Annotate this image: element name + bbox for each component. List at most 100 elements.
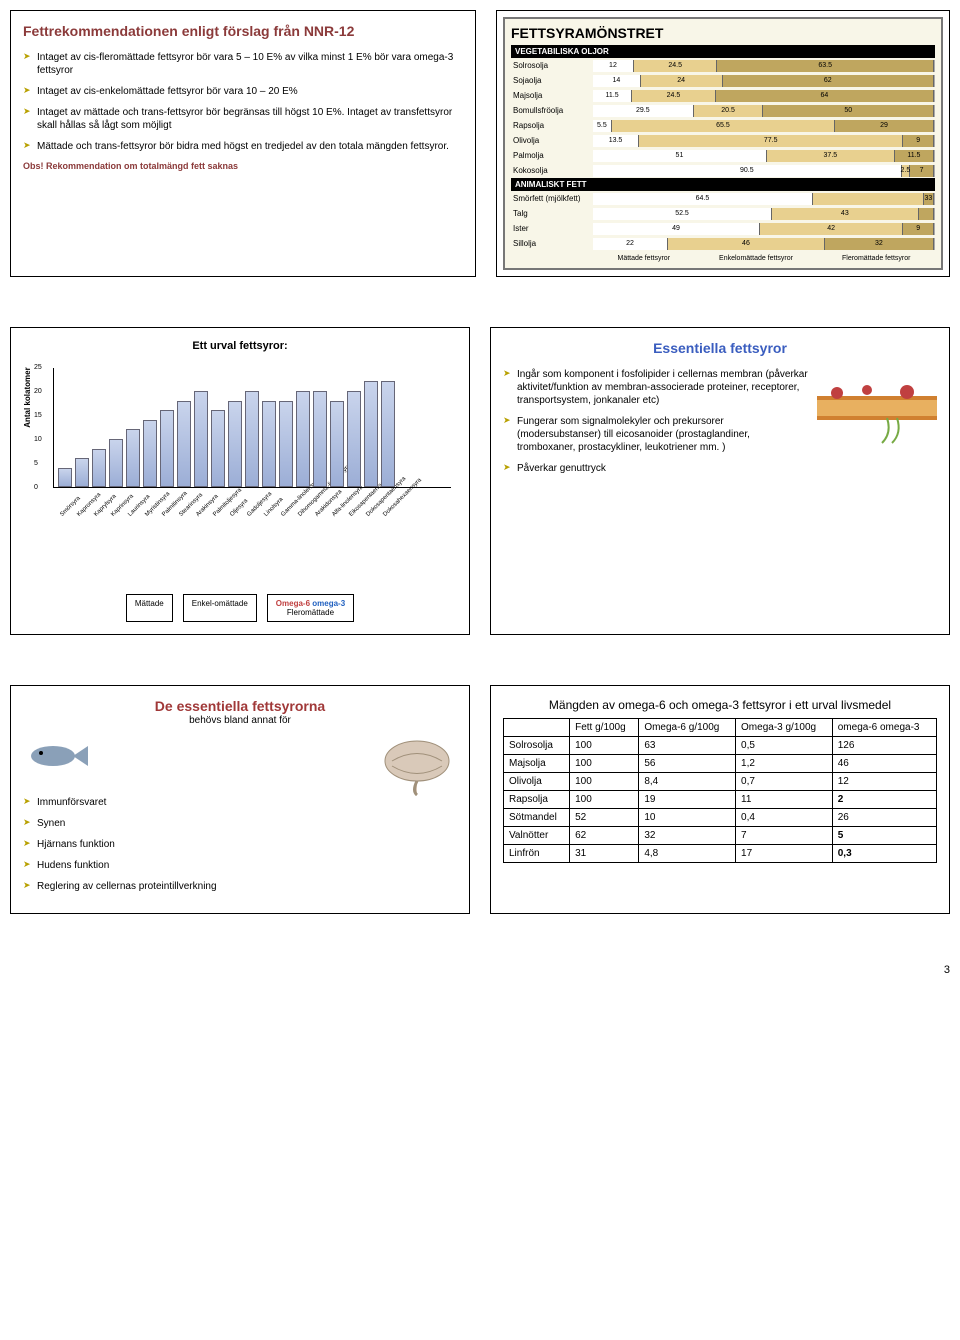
chart-legend: Mättade fettsyror Enkelomättade fettsyro… xyxy=(511,255,935,262)
bar-label: Smörfett (mjölkfett) xyxy=(511,194,593,203)
y-axis-label: Antal kolatomer xyxy=(23,367,32,427)
bar-segment: 46 xyxy=(668,238,825,250)
table-cell: 0,3 xyxy=(832,845,936,863)
list-item: Påverkar genuttryck xyxy=(503,462,937,475)
bar-segment: 64 xyxy=(716,90,934,102)
bar-row: Sillolja224632 xyxy=(511,236,935,251)
table-cell: 31 xyxy=(570,845,639,863)
page-number: 3 xyxy=(10,964,950,976)
bar-row: Ister49429 xyxy=(511,221,935,236)
table-cell: 2 xyxy=(832,791,936,809)
bar: Dihomogamma-linolensyra xyxy=(296,391,310,487)
legend-poly: Fleromättade fettsyror xyxy=(842,255,910,262)
list-item: Intaget av mättade och trans-fettsyror b… xyxy=(23,106,463,132)
bar-segment: 9 xyxy=(903,223,934,235)
table-cell: 0,4 xyxy=(736,809,833,827)
bar-segment: 52.5 xyxy=(593,208,772,220)
bar-segment: 20.5 xyxy=(694,105,764,117)
bar: Palmitoljesyra xyxy=(211,410,225,487)
bar-track: 49429 xyxy=(593,223,935,235)
table-cell: Rapsolja xyxy=(504,791,570,809)
panel1-title: Fettrekommendationen enligt förslag från… xyxy=(23,23,463,39)
bar-segment: 64.5 xyxy=(593,193,813,205)
list-item: Synen xyxy=(23,817,457,830)
bar-track: 11.524.564 xyxy=(593,90,935,102)
bar-segment: 9 xyxy=(903,135,934,147)
bar: Dokosahexaensyra xyxy=(381,381,395,487)
panel1-list: Intaget av cis-fleromättade fettsyror bö… xyxy=(23,51,463,153)
bar-segment: 13.5 xyxy=(593,135,639,147)
list-item: Hudens funktion xyxy=(23,859,457,872)
bar: Kaprylsyra xyxy=(92,449,106,487)
bar: Dokosapentaensyra xyxy=(364,381,378,487)
bar-segment: 63.5 xyxy=(717,60,934,72)
bar-segment: 77.5 xyxy=(639,135,903,147)
bar-segment: 2.5 xyxy=(902,165,911,177)
bar-track: 5137.511.5 xyxy=(593,150,935,162)
bar-segment: 12 xyxy=(593,60,634,72)
bar-track: 1224.563.5 xyxy=(593,60,935,72)
bar-segment: 14 xyxy=(593,75,641,87)
table-header: Omega-6 g/100g xyxy=(639,719,736,737)
table-row: Majsolja100561,246 xyxy=(504,755,937,773)
barchart-title: Ett urval fettsyror: xyxy=(23,340,457,352)
omega3-label: omega-3 xyxy=(312,599,345,608)
bar-row: Kokosolja90.52.57 xyxy=(511,163,935,178)
bar-row: Rapsolja5.565.529 xyxy=(511,118,935,133)
bar-label: Olivolja xyxy=(511,136,593,145)
bar: Eikosapentaensyra xyxy=(347,391,361,487)
bar-row: Talg52.543 xyxy=(511,206,935,221)
bar-label: Solrosolja xyxy=(511,61,593,70)
bar: Stearinsyra xyxy=(177,401,191,487)
bar-segment: 11.5 xyxy=(593,90,632,102)
table-row: Solrosolja100630,5126 xyxy=(504,737,937,755)
bar-segment: 32 xyxy=(825,238,934,250)
stacked-chart: FETTSYRAMÖNSTRET VEGETABILISKA OLJOR Sol… xyxy=(503,17,943,270)
essential-panel: Essentiella fettsyror Ingår som komponen… xyxy=(490,327,950,635)
bar: Arakinsyra xyxy=(194,391,208,487)
bar-label: Rapsolja xyxy=(511,121,593,130)
cat-poly: Omega-6 omega-3 Fleromättade xyxy=(267,594,354,622)
bar-segment: 90.5 xyxy=(593,165,902,177)
table-cell: 100 xyxy=(570,791,639,809)
bar: Laurinsyra xyxy=(126,429,140,487)
bar-row: Palmolja5137.511.5 xyxy=(511,148,935,163)
table-cell: Solrosolja xyxy=(504,737,570,755)
table-cell: 56 xyxy=(639,755,736,773)
table-cell: Majsolja xyxy=(504,755,570,773)
table-row: Linfrön314,8170,3 xyxy=(504,845,937,863)
bar-segment: 50 xyxy=(763,105,934,117)
table-cell: 100 xyxy=(570,773,639,791)
stacked-chart-panel: FETTSYRAMÖNSTRET VEGETABILISKA OLJOR Sol… xyxy=(496,10,950,277)
panel5-title: De essentiella fettsyrorna xyxy=(155,698,325,714)
table-header: Fett g/100g xyxy=(570,719,639,737)
bar-segment: 29.5 xyxy=(593,105,694,117)
bar-segment: 33 xyxy=(924,193,934,205)
table-header: omega-6 omega-3 xyxy=(832,719,936,737)
bar: Alfa-linolensyra xyxy=(330,401,344,487)
bar-segment: 7 xyxy=(910,165,934,177)
table-header xyxy=(504,719,570,737)
table-cell: Sötmandel xyxy=(504,809,570,827)
table-cell: 5 xyxy=(832,827,936,845)
bar-row: Majsolja11.524.564 xyxy=(511,88,935,103)
bar-segment: 24 xyxy=(641,75,723,87)
barchart: Antal kolatomer 0510152025SmörsyraKapron… xyxy=(23,358,457,558)
table-cell: 32 xyxy=(639,827,736,845)
bar-segment: 42 xyxy=(760,223,903,235)
bar-segment: 51 xyxy=(593,150,767,162)
list-item: Mättade och trans-fettsyror bör bidra me… xyxy=(23,140,463,153)
bar-track: 224632 xyxy=(593,238,935,250)
bar-label: Kokosolja xyxy=(511,166,593,175)
table-cell: 10 xyxy=(639,809,736,827)
table-cell: 62 xyxy=(570,827,639,845)
essential-title: Essentiella fettsyror xyxy=(503,340,937,356)
table-cell: 0,5 xyxy=(736,737,833,755)
y-tick: 20 xyxy=(34,388,42,395)
fish-icon xyxy=(23,736,93,776)
table-row: Valnötter623275 xyxy=(504,827,937,845)
bar: Kapronsyra xyxy=(75,458,89,487)
table-cell: 26 xyxy=(832,809,936,827)
bar-label: Talg xyxy=(511,209,593,218)
bar: Myristinsyra xyxy=(143,420,157,487)
